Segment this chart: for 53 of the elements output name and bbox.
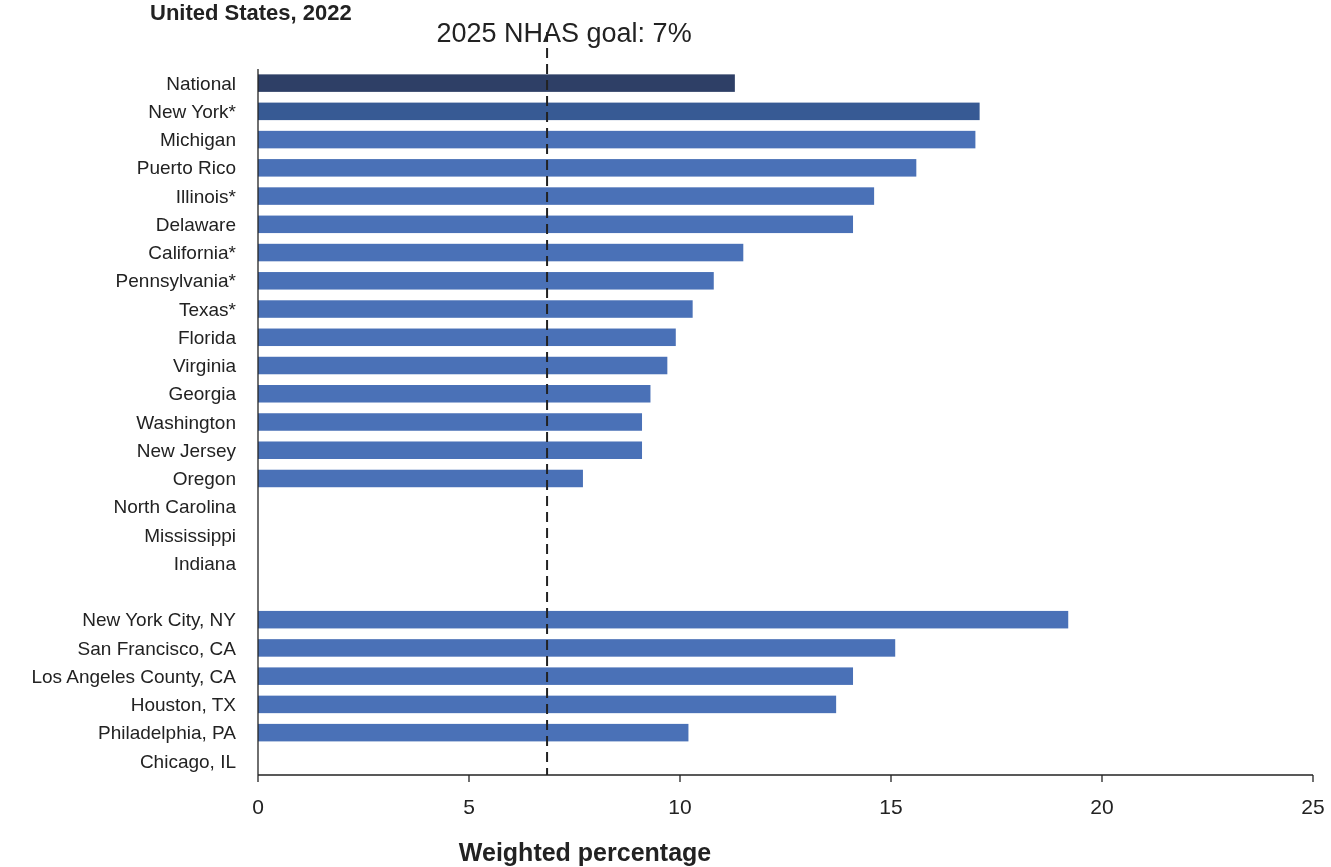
y-tick-label: Illinois*: [175, 185, 237, 207]
chart-title: United States, 2022: [150, 0, 352, 25]
y-tick-label: New Jersey: [136, 439, 237, 461]
y-tick-label: Oregon: [172, 468, 236, 490]
y-tick-label: Florida: [177, 326, 237, 348]
x-tick-label: 0: [252, 795, 264, 818]
bar: [258, 272, 714, 290]
x-tick-label: 25: [1301, 795, 1325, 818]
bar: [258, 159, 917, 177]
bar: [258, 130, 976, 149]
y-tick-label: Washington: [136, 411, 236, 433]
x-axis-title: Weighted percentage: [458, 838, 712, 866]
bar: [258, 385, 651, 403]
y-tick-label: Georgia: [168, 383, 237, 405]
bar: [258, 215, 854, 234]
y-tick-label: National: [166, 72, 236, 94]
x-tick-label: 15: [879, 795, 903, 818]
y-tick-label: Delaware: [155, 213, 236, 235]
bar: [258, 243, 744, 262]
bar: [258, 469, 583, 488]
bar: [258, 639, 896, 657]
ref-line-label: 2025 NHAS goal: 7%: [436, 18, 692, 48]
x-tick-label: 20: [1090, 795, 1114, 818]
y-tick-label: North Carolina: [113, 496, 237, 518]
y-tick-label: New York*: [148, 101, 237, 123]
y-tick-label: Houston, TX: [130, 694, 237, 716]
bar: [258, 695, 837, 714]
bar: [258, 413, 643, 431]
bar: [258, 356, 668, 375]
y-tick-label: Los Angeles County, CA: [31, 665, 237, 687]
y-tick-label: California*: [148, 242, 237, 264]
bar: [258, 187, 875, 205]
bar: [258, 723, 689, 742]
y-tick-label: Michigan: [159, 129, 236, 151]
bar: [258, 300, 693, 318]
bar: [258, 441, 643, 459]
y-tick-label: Texas*: [178, 298, 237, 320]
y-tick-label: Pennsylvania*: [115, 270, 237, 292]
bar: [258, 610, 1069, 629]
y-tick-label: Puerto Rico: [136, 157, 236, 179]
y-tick-label: Chicago, IL: [139, 750, 236, 772]
y-tick-label: San Francisco, CA: [77, 637, 237, 659]
bar: [258, 102, 980, 121]
y-tick-label: Virginia: [172, 355, 237, 377]
y-tick-label: Philadelphia, PA: [97, 722, 237, 744]
x-tick-label: 5: [463, 795, 475, 818]
bar: [258, 328, 676, 347]
bar: [258, 667, 854, 685]
x-tick-label: 10: [668, 795, 692, 818]
bar: [258, 74, 735, 92]
y-tick-label: Indiana: [173, 552, 237, 574]
y-tick-label: New York City, NY: [82, 609, 237, 631]
y-tick-label: Mississippi: [144, 524, 236, 546]
